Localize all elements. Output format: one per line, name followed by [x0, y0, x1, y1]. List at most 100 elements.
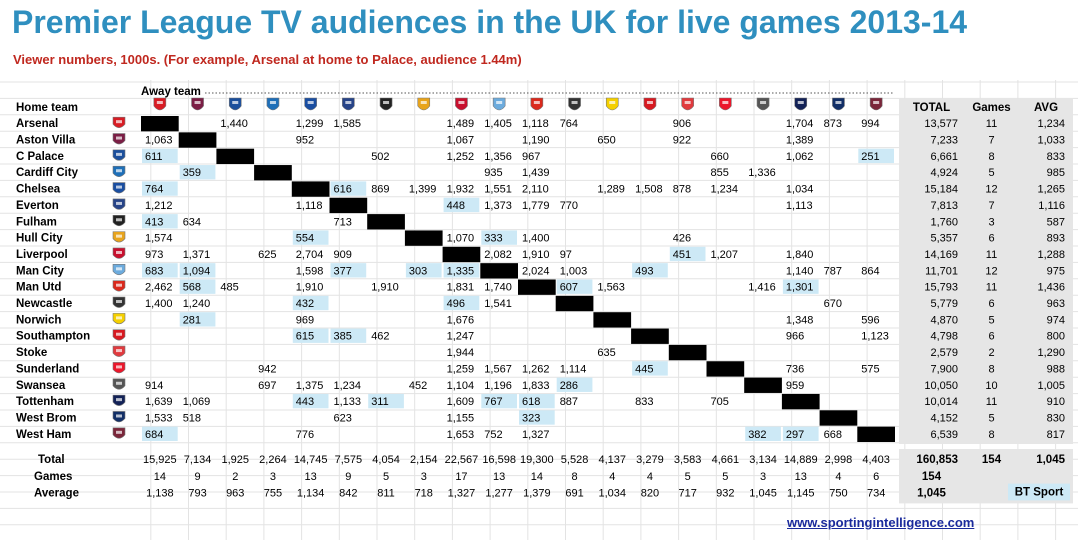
audience-cell: 1,551: [484, 184, 512, 196]
diagonal-cell: [178, 132, 217, 148]
audience-cell: 1,405: [484, 118, 512, 130]
bt-sport-legend-label: BT Sport: [1015, 487, 1064, 499]
diagonal-cell: [216, 148, 255, 165]
footer-cell: 4: [647, 471, 653, 483]
audience-cell: 2,024: [522, 265, 550, 277]
bt-sport-cell: [292, 295, 329, 311]
bt-sport-cell: [330, 263, 367, 278]
audience-cell: 1,114: [560, 363, 587, 375]
aston-villa-crest-icon: [112, 133, 126, 145]
audience-cell: 1,234: [334, 380, 362, 392]
footer-cell: 842: [339, 488, 357, 500]
footer-cell: 8: [571, 471, 577, 483]
audience-cell: 485: [220, 282, 238, 294]
audience-cell: 1,067: [447, 135, 475, 147]
footer-cell: 1,034: [598, 488, 626, 500]
audience-cell: 1,070: [447, 233, 475, 245]
audience-cell: 684: [145, 429, 163, 441]
website-link[interactable]: www.sportingintelligence.com: [787, 515, 975, 530]
audience-cell: 959: [786, 380, 804, 392]
team-label-0: Arsenal: [16, 118, 58, 130]
audience-cell: 1,932: [447, 184, 475, 196]
audience-cell: 873: [824, 118, 842, 130]
row-total-games: 6: [988, 331, 994, 343]
audience-cell: 1,196: [484, 380, 512, 392]
row-total-games: 2: [988, 347, 994, 359]
audience-cell: 1,336: [748, 167, 776, 179]
footer-cell: 17: [455, 471, 467, 483]
audience-cell: 1,133: [334, 396, 362, 408]
audience-cell: 855: [711, 167, 729, 179]
row-total-games: 8: [988, 429, 994, 441]
audience-cell: 251: [861, 151, 879, 163]
audience-cell: 97: [560, 249, 572, 261]
footer-cell: 14,745: [294, 454, 328, 466]
cell-fills: [141, 99, 1073, 504]
man-utd-crest-icon: [112, 280, 126, 292]
audience-cell: 1,371: [183, 249, 211, 261]
footer-cell: 755: [264, 488, 282, 500]
bt-sport-cell: [481, 230, 517, 245]
audience-cell: 1,831: [447, 282, 475, 294]
everton-crest-icon: [112, 198, 126, 210]
hull-city-crest-icon: [112, 231, 126, 243]
row-total-avg: 587: [1047, 216, 1065, 228]
audience-cell: 607: [560, 282, 578, 294]
footer-cell: 717: [678, 488, 696, 500]
team-label-15: Sunderland: [16, 363, 79, 375]
bt-sport-cell: [858, 148, 894, 164]
row-total-total: 2,579: [930, 347, 958, 359]
audience-cell: 1,910: [296, 282, 324, 294]
audience-cell: 432: [296, 298, 314, 310]
row-total-total: 4,152: [930, 412, 958, 424]
footer-cell: 6: [873, 471, 879, 483]
away-team-label: Away team: [141, 86, 201, 98]
chelsea-crest-icon: [112, 182, 126, 194]
audience-cell: 914: [145, 380, 163, 392]
row-total-total: 7,813: [930, 200, 958, 212]
audience-cell: 1,356: [484, 151, 512, 163]
audience-cell: 1,598: [296, 265, 324, 277]
team-label-3: Cardiff City: [16, 167, 79, 179]
bt-sport-cell: [519, 393, 555, 409]
footer-cell: 3,134: [749, 454, 777, 466]
audience-cell: 909: [334, 249, 352, 261]
audience-cell: 1,399: [409, 184, 437, 196]
audience-cell: 1,118: [522, 118, 549, 130]
grand-games: 154: [982, 454, 1002, 466]
grand-total: 160,853: [916, 454, 958, 466]
footer-cell: 691: [565, 488, 583, 500]
audience-cell: 462: [371, 331, 389, 343]
cardiff-city-crest-icon: [112, 165, 126, 178]
diagonal-cell: [291, 181, 330, 197]
bt-sport-cell: [142, 263, 178, 278]
diagonal-cell: [329, 197, 368, 214]
audience-cell: 922: [673, 135, 691, 147]
totals-panel: [899, 99, 1073, 444]
footer-cell: 1,145: [787, 488, 815, 500]
audience-cell: 770: [560, 200, 578, 212]
row-total-total: 5,357: [930, 233, 958, 245]
bt-sport-cell: [519, 410, 555, 425]
arsenal-column-crest-icon: [153, 97, 167, 111]
southampton-crest-icon: [112, 329, 126, 341]
footer-cell: 14: [154, 471, 166, 483]
footer-cell: 13: [493, 471, 505, 483]
everton-column-crest-icon: [342, 97, 355, 111]
diagonal-cell: [442, 246, 481, 263]
bt-sport-cell: [481, 393, 517, 409]
audience-cell: 611: [145, 151, 163, 163]
footer-cell: 2,998: [825, 454, 853, 466]
audience-cell: 2,082: [484, 249, 512, 261]
audience-cell: 864: [861, 265, 879, 277]
audience-cell: 1,833: [522, 380, 550, 392]
audience-cell: 1,063: [145, 135, 173, 147]
audience-cell: 452: [409, 380, 427, 392]
audience-cell: 1,944: [447, 347, 475, 359]
diagonal-cell: [141, 116, 179, 132]
audience-cell: 518: [183, 412, 201, 424]
bt-sport-cell: [330, 181, 367, 196]
footer-cell: 5: [383, 471, 389, 483]
audience-cell: 1,034: [786, 184, 814, 196]
audience-cell: 942: [258, 363, 276, 375]
